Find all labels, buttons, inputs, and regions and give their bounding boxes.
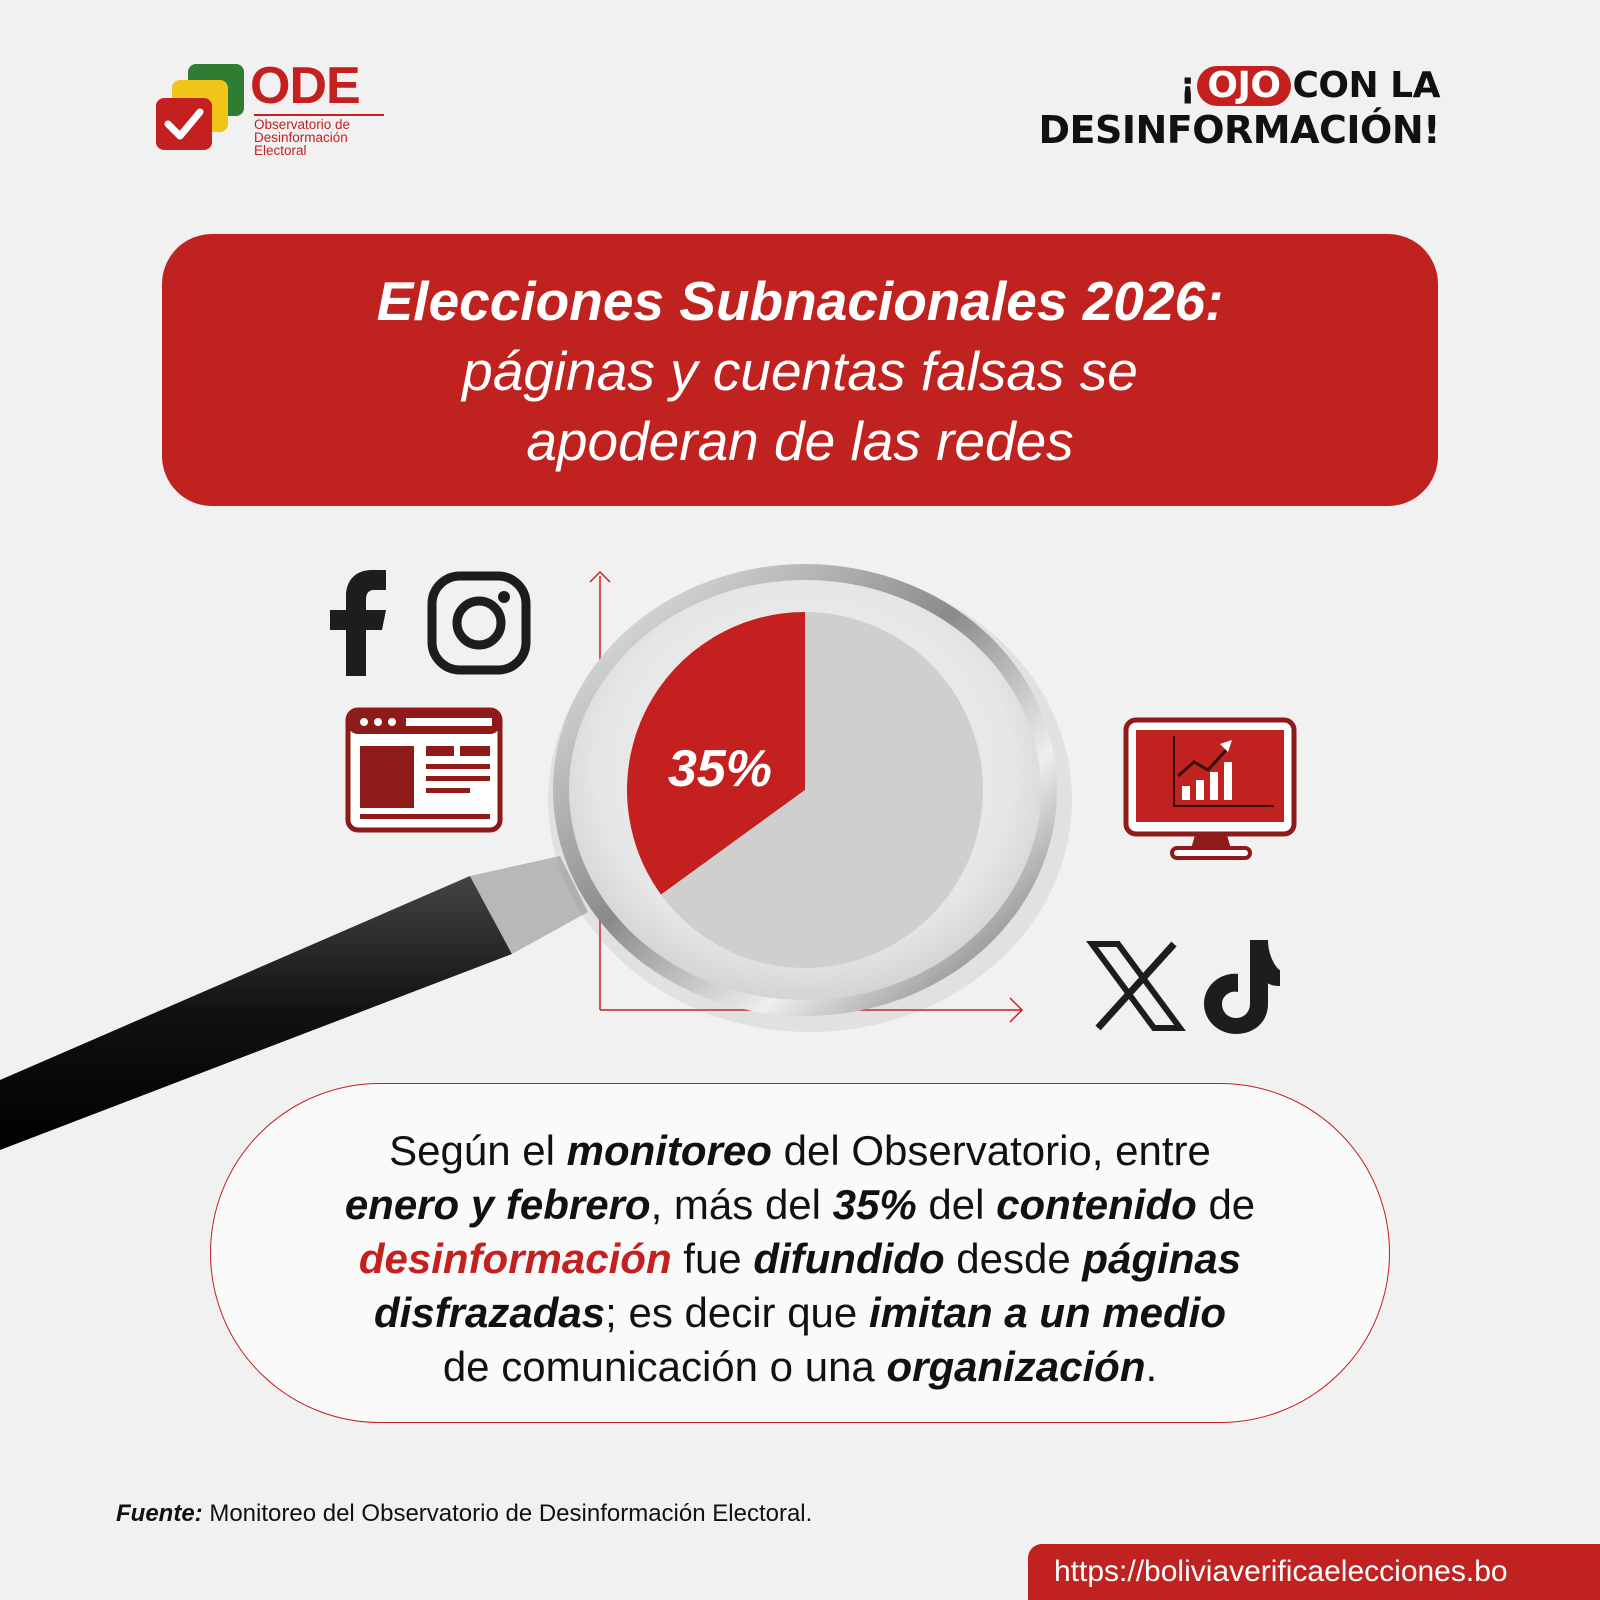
pie-slice (627, 612, 805, 895)
pie-slice (660, 612, 983, 969)
ojo-header: ¡ OJO CON LA DESINFORMACIÓN! (1020, 64, 1440, 152)
source-text: Monitoreo del Observatorio de Desinforma… (202, 1500, 813, 1527)
source-label: Fuente: (116, 1500, 203, 1527)
body-text-box: Según el monitoreo del Observatorio, ent… (210, 1083, 1390, 1423)
body-line: enero y febrero, más del 35% del conteni… (344, 1181, 1256, 1228)
header-line2: DESINFORMACIÓN! (1038, 108, 1440, 152)
check-logo-icon (156, 64, 244, 150)
title-line1: Elecciones Subnacionales 2026: (376, 270, 1224, 332)
magnifier-handle (0, 856, 588, 1150)
logo-subtitle-line: Electoral (254, 143, 307, 158)
body-line: de comunicación o una organización. (442, 1343, 1158, 1390)
logo-subtitle-line: Observatorio de (254, 117, 351, 132)
exclamation: ¡ (1179, 65, 1196, 106)
logo-acronym: ODE (250, 57, 361, 115)
title-banner: Elecciones Subnacionales 2026: páginas y… (162, 234, 1438, 506)
source-note: Fuente: Monitoreo del Observatorio de De… (116, 1500, 812, 1528)
ojo-badge: OJO (1197, 66, 1291, 106)
magnifier-icon: 35% (548, 564, 1072, 1032)
body-line: desinformación fue difundido desde págin… (358, 1235, 1242, 1282)
monitor-chart-icon (1123, 717, 1297, 860)
body-line: disfrazadas; es decir que imitan a un me… (374, 1289, 1226, 1336)
website-link[interactable]: https://boliviaverificaelecciones.bo (1028, 1544, 1600, 1600)
logo-subtitle: Observatorio de Desinformación Electoral (254, 114, 384, 157)
pie-label: 35% (668, 740, 772, 798)
logo-subtitle-line: Desinformación (254, 130, 348, 145)
ode-logo: ODE Observatorio de Desinformación Elect… (156, 57, 396, 162)
pie-chart (627, 612, 983, 969)
header-con-la: CON LA (1292, 65, 1441, 106)
illustration: 35% (0, 564, 1297, 1150)
x-icon (1086, 941, 1186, 1031)
facebook-icon (330, 570, 386, 676)
title-line2: páginas y cuentas falsas se (462, 340, 1138, 402)
instagram-icon (427, 571, 531, 675)
body-line: Según el monitoreo del Observatorio, ent… (389, 1127, 1211, 1174)
webpage-icon (345, 707, 503, 833)
tiktok-icon (1204, 940, 1280, 1034)
title-line3: apoderan de las redes (526, 410, 1074, 472)
